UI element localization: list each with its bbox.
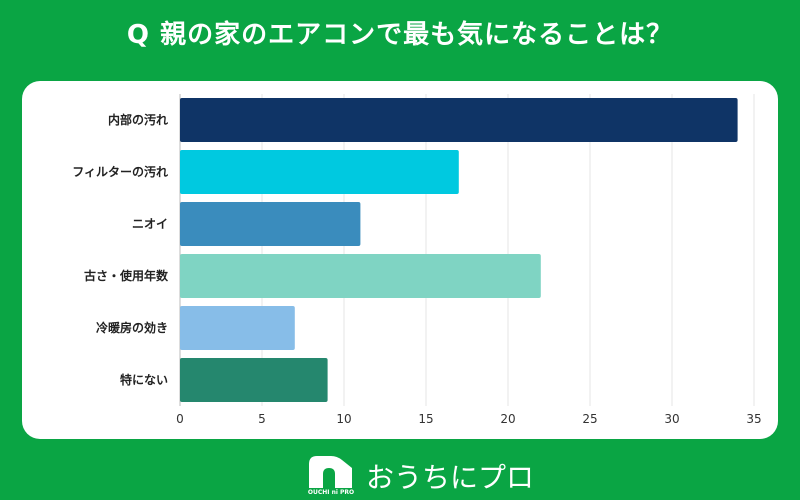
x-tick-label: 20	[500, 412, 515, 426]
page-title: Q 親の家のエアコンで最も気になることは？	[126, 20, 674, 50]
footer: OUCHI ni PRO おうちにプロ	[0, 448, 800, 500]
bar	[180, 254, 541, 298]
bar	[180, 202, 361, 246]
x-tick-label: 35	[746, 412, 761, 426]
bar	[180, 98, 738, 142]
x-tick-label: 0	[176, 412, 184, 426]
x-tick-label: 5	[258, 412, 266, 426]
category-label: 冷暖房の効き	[96, 320, 168, 335]
x-tick-label: 10	[336, 412, 351, 426]
bar	[180, 358, 328, 402]
category-label: 古さ・使用年数	[84, 268, 169, 283]
x-tick-label: 15	[418, 412, 433, 426]
logo-text: おうちにプロ	[366, 461, 535, 494]
bar	[180, 150, 459, 194]
category-label: 特にない	[120, 372, 168, 387]
chart-card: 内部の汚れフィルターの汚れニオイ古さ・使用年数冷暖房の効き特にない 0 5 10 15 2…	[22, 81, 778, 439]
logo-subtext: OUCHI ni PRO	[307, 489, 355, 496]
category-label: 内部の汚れ	[108, 112, 168, 127]
category-label: フィルターの汚れ	[72, 164, 168, 179]
house-icon	[309, 456, 352, 488]
x-tick-label: 25	[582, 412, 597, 426]
category-label: ニオイ	[132, 217, 168, 231]
bar	[180, 306, 295, 350]
x-tick-label: 30	[664, 412, 679, 426]
